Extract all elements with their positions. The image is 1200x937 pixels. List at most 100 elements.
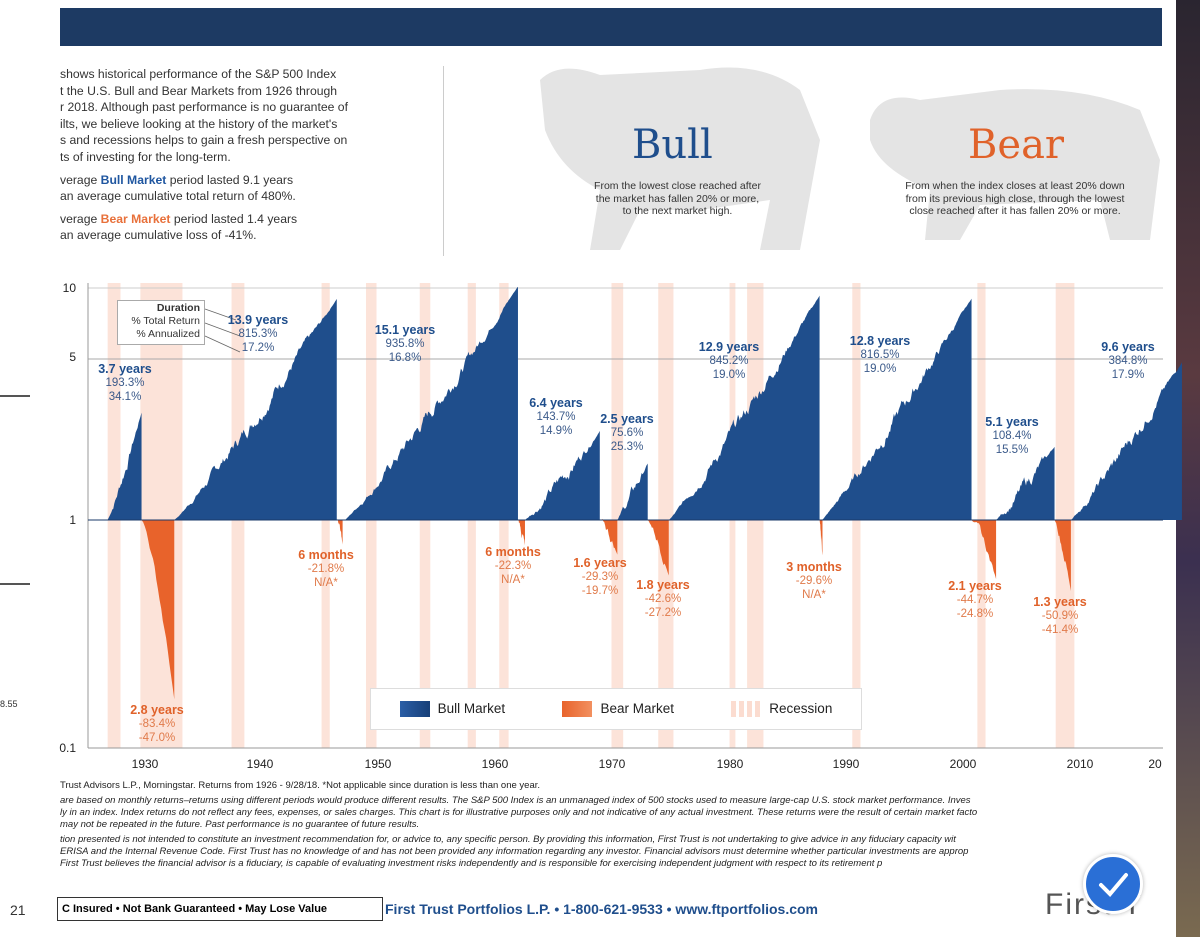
bull-market-label-total-return: 108.4% [992, 430, 1032, 442]
bear-market-label-annualized: -24.8% [956, 608, 994, 620]
bear-market-label-total-return: -29.6% [795, 575, 833, 587]
header-band [60, 8, 1162, 46]
recession-band [611, 283, 624, 748]
x-tick-label: 2000 [949, 757, 977, 771]
y-tick-label: 5 [69, 350, 76, 364]
bull-market-area [821, 298, 972, 520]
bear-market-label-annualized: -47.0% [138, 732, 176, 744]
bull-market-area [524, 430, 600, 520]
x-tick-label: 1960 [481, 757, 509, 771]
y-tick-label: 1 [69, 513, 76, 527]
bear-market-label-annualized: N/A* [314, 577, 338, 589]
bear-market-area [1054, 520, 1071, 592]
bull-market-label-total-return: 75.6% [610, 427, 644, 439]
bull-market-label-duration: 12.8 years [849, 334, 911, 348]
bull-market-area [1070, 362, 1182, 520]
bull-market-label-annualized: 34.1% [108, 391, 142, 403]
bear-market-label-duration: 2.8 years [130, 703, 184, 717]
bull-market-label-total-return: 384.8% [1108, 355, 1148, 367]
x-tick-label: 1980 [716, 757, 744, 771]
x-tick-label: 20 [1148, 757, 1162, 771]
bear-market-area [599, 518, 618, 555]
bear-market-area [141, 520, 175, 700]
verified-check-button[interactable] [1083, 854, 1143, 914]
bull-market-label: 12.8 years 816.5% 19.0% [850, 334, 910, 376]
bull-market-label-duration: 6.4 years [529, 396, 583, 410]
bear-market-label-duration: 1.6 years [573, 556, 627, 570]
intro-paragraph: shows historical performance of the S&P … [60, 67, 348, 164]
bear-market-label-duration: 1.8 years [636, 578, 690, 592]
bull-bear-illustration [540, 67, 1160, 250]
x-tick-label: 1970 [598, 757, 626, 771]
bull-market-label: 5.1 years 108.4% 15.5% [985, 415, 1039, 457]
bear-market-area [517, 520, 525, 546]
bear-market-area [336, 519, 343, 545]
bull-market-label: 9.6 years 384.8% 17.9% [1101, 340, 1155, 382]
footnotes: Trust Advisors L.P., Morningstar. Return… [60, 780, 1170, 873]
x-tick-label: 2010 [1066, 757, 1094, 771]
bull-market-label-duration: 12.9 years [698, 340, 760, 354]
bear-market-label: 1.3 years -50.9% -41.4% [1033, 595, 1087, 637]
bear-market-label-annualized: N/A* [802, 589, 826, 601]
bear-market-area [819, 520, 823, 556]
bull-market-label-annualized: 19.0% [863, 363, 897, 375]
bull-market-label-annualized: 25.3% [610, 441, 644, 453]
recession-band [140, 283, 183, 748]
x-tick-label: 1950 [364, 757, 392, 771]
bull-summary: verage Bull Market period lasted 9.1 yea… [60, 172, 296, 204]
legend-bull: Bull Market [399, 701, 505, 718]
label-key-box: Duration% Total Return% Annualized [117, 300, 205, 345]
bear-market-label-annualized: -19.7% [581, 585, 619, 597]
bull-market-area [617, 463, 648, 520]
bull-market-label: 2.5 years 75.6% 25.3% [600, 412, 654, 454]
bull-definition: From the lowest close reached after the m… [594, 180, 761, 217]
insured-notice: C Insured • Not Bank Guaranteed • May Lo… [57, 897, 383, 921]
disclaimer-2: tion presented is not intended to consti… [60, 834, 969, 869]
legend-recession: Recession [731, 701, 832, 718]
legend: Bull Market Bear Market Recession [370, 688, 862, 730]
chart-plot [87, 283, 1182, 749]
bear-market-label: 1.8 years -42.6% -27.2% [636, 578, 690, 620]
contact-info: First Trust Portfolios L.P. • 1-800-621-… [385, 901, 819, 917]
page-number: 21 [10, 902, 26, 918]
recession-band [1055, 283, 1075, 748]
bear-market-label-total-return: -83.4% [138, 718, 176, 730]
margin-rule [0, 395, 30, 397]
bear-market-label-total-return: -29.3% [581, 571, 619, 583]
bull-market-label-annualized: 19.0% [712, 369, 746, 381]
bear-market-label-total-return: -22.3% [494, 560, 532, 572]
bull-market-label-annualized: 17.2% [241, 342, 275, 354]
bull-market-label: 15.1 years 935.8% 16.8% [375, 323, 435, 365]
bear-market-label: 1.6 years -29.3% -19.7% [573, 556, 627, 598]
x-tick-label: 1930 [131, 757, 159, 771]
bear-market-label-total-return: -42.6% [644, 593, 682, 605]
bull-market-label-duration: 13.9 years [227, 313, 289, 327]
bear-market-label-annualized: -41.4% [1041, 624, 1079, 636]
bull-title: Bull [632, 122, 713, 168]
intro-text: shows historical performance of the S&P … [60, 66, 440, 250]
bull-market-label-annualized: 14.9% [539, 425, 573, 437]
bull-market-label-total-return: 193.3% [105, 377, 145, 389]
recession-band [977, 283, 986, 748]
bull-market-label-annualized: 15.5% [995, 444, 1029, 456]
bear-market-label: 2.1 years -44.7% -24.8% [948, 579, 1002, 621]
key-leader-lines [204, 308, 241, 353]
bear-market-label-total-return: -21.8% [307, 563, 345, 575]
bear-market-label-duration: 3 months [786, 560, 842, 574]
bear-market-label-annualized: -27.2% [644, 607, 682, 619]
y-tick-label: 0.1 [59, 741, 76, 755]
bull-market-label-total-return: 815.3% [238, 328, 278, 340]
bear-market-label-duration: 6 months [485, 545, 541, 559]
x-tick-label: 1940 [246, 757, 274, 771]
divider [443, 66, 444, 256]
legend-bear: Bear Market [562, 701, 674, 718]
bull-market-label-duration: 5.1 years [985, 415, 1039, 429]
bull-market-label-annualized: 17.9% [1111, 369, 1145, 381]
bear-market-label-total-return: -50.9% [1041, 610, 1079, 622]
bull-market-label-duration: 15.1 years [374, 323, 436, 337]
margin-rule [0, 583, 30, 585]
bear-market-label-annualized: N/A* [501, 574, 525, 586]
source-note: Trust Advisors L.P., Morningstar. Return… [60, 780, 541, 791]
bull-market-area [174, 298, 337, 520]
margin-number: 8.55 [0, 699, 18, 709]
